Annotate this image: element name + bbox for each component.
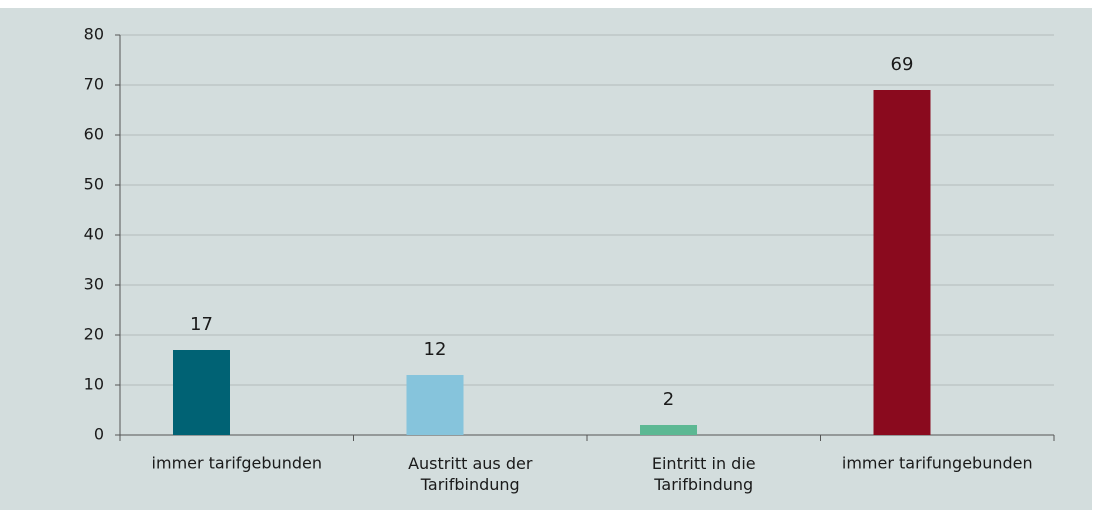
y-tick-label: 30 bbox=[84, 275, 104, 294]
y-tick-label: 10 bbox=[84, 375, 104, 394]
data-label: 12 bbox=[424, 339, 447, 360]
y-tick-label: 70 bbox=[84, 75, 104, 94]
x-tick-label: immer tarifgebunden bbox=[152, 454, 322, 473]
data-label: 69 bbox=[891, 54, 914, 75]
x-tick-label: Eintritt in die Tarifbindung bbox=[652, 454, 756, 494]
y-tick-label: 20 bbox=[84, 325, 104, 344]
y-tick-label: 40 bbox=[84, 225, 104, 244]
bar bbox=[173, 350, 230, 435]
y-tick-label: 50 bbox=[84, 175, 104, 194]
x-tick-label: Austritt aus der Tarifbindung bbox=[408, 454, 533, 494]
x-tick-label: immer tarifungebunden bbox=[842, 454, 1033, 473]
y-tick-label: 80 bbox=[84, 25, 104, 44]
bar bbox=[640, 425, 697, 435]
y-tick-label: 0 bbox=[94, 425, 104, 444]
y-tick-label: 60 bbox=[84, 125, 104, 144]
data-label: 2 bbox=[663, 389, 674, 410]
bar bbox=[873, 90, 931, 435]
data-label: 17 bbox=[190, 314, 213, 335]
bar bbox=[406, 375, 464, 435]
